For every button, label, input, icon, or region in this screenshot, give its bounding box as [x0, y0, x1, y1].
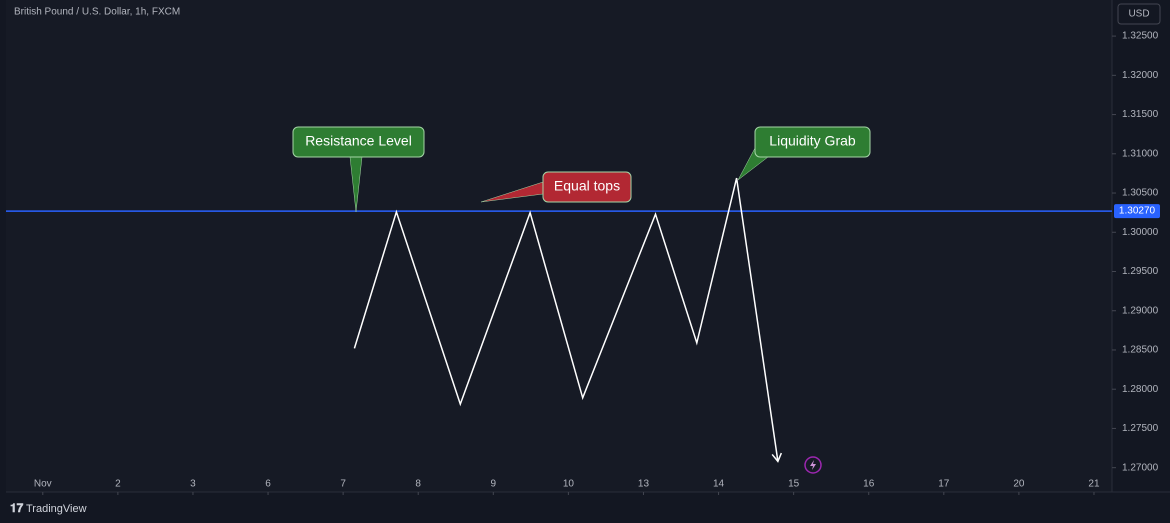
- x-tick-label: 6: [265, 479, 271, 490]
- callout-text: Resistance Level: [305, 133, 412, 149]
- x-tick-label: 10: [563, 479, 575, 490]
- callout-box: [542, 171, 632, 203]
- y-tick-label: 1.29000: [1122, 305, 1159, 316]
- y-tick-label: 1.30500: [1122, 188, 1159, 199]
- x-tick-label: 20: [1013, 479, 1025, 490]
- price-label: 1.30270: [1119, 206, 1156, 217]
- x-tick-label: 2: [115, 479, 121, 490]
- y-tick-label: 1.27000: [1122, 462, 1159, 473]
- x-tick-label: 9: [491, 479, 497, 490]
- y-tick-label: 1.28000: [1122, 384, 1159, 395]
- event-bolt: [810, 460, 816, 470]
- price-line: [353, 177, 779, 462]
- y-tick-label: 1.27500: [1122, 423, 1159, 434]
- x-tick-label: 14: [713, 479, 725, 490]
- currency-button[interactable]: [1117, 3, 1161, 25]
- x-tick-label: 16: [863, 479, 875, 490]
- callout-text: Liquidity Grab: [769, 133, 856, 149]
- y-tick-label: 1.32500: [1122, 31, 1159, 42]
- x-tick-label: 21: [1088, 479, 1100, 490]
- x-tick-label: 17: [938, 479, 950, 490]
- price-label-box: [1114, 204, 1160, 219]
- callout-text: Equal tops: [554, 178, 620, 194]
- y-tick-label: 1.32000: [1122, 70, 1159, 81]
- chart-title: British Pound / U.S. Dollar, 1h, FXCM: [14, 7, 180, 18]
- y-tick-label: 1.30000: [1122, 227, 1159, 238]
- x-tick-label: Nov: [34, 479, 52, 490]
- x-tick-label: 13: [638, 479, 650, 490]
- y-tick-label: 1.31500: [1122, 109, 1159, 120]
- y-tick-label: 1.29500: [1122, 266, 1159, 277]
- x-tick-label: 15: [788, 479, 800, 490]
- arrow-head: [771, 452, 783, 463]
- callout-box: [292, 126, 425, 158]
- y-tick-label: 1.31000: [1122, 148, 1159, 159]
- logo-icon: 𝟏𝟕: [10, 501, 24, 515]
- x-tick-label: 3: [190, 479, 196, 490]
- brand: TradingView: [26, 503, 87, 515]
- plot-area: [6, 0, 1112, 492]
- currency-label: USD: [1128, 9, 1149, 20]
- event-icon[interactable]: [804, 456, 822, 474]
- callout-box: [754, 126, 871, 158]
- x-tick-label: 7: [340, 479, 346, 490]
- y-tick-label: 1.28500: [1122, 345, 1159, 356]
- x-tick-label: 8: [415, 479, 421, 490]
